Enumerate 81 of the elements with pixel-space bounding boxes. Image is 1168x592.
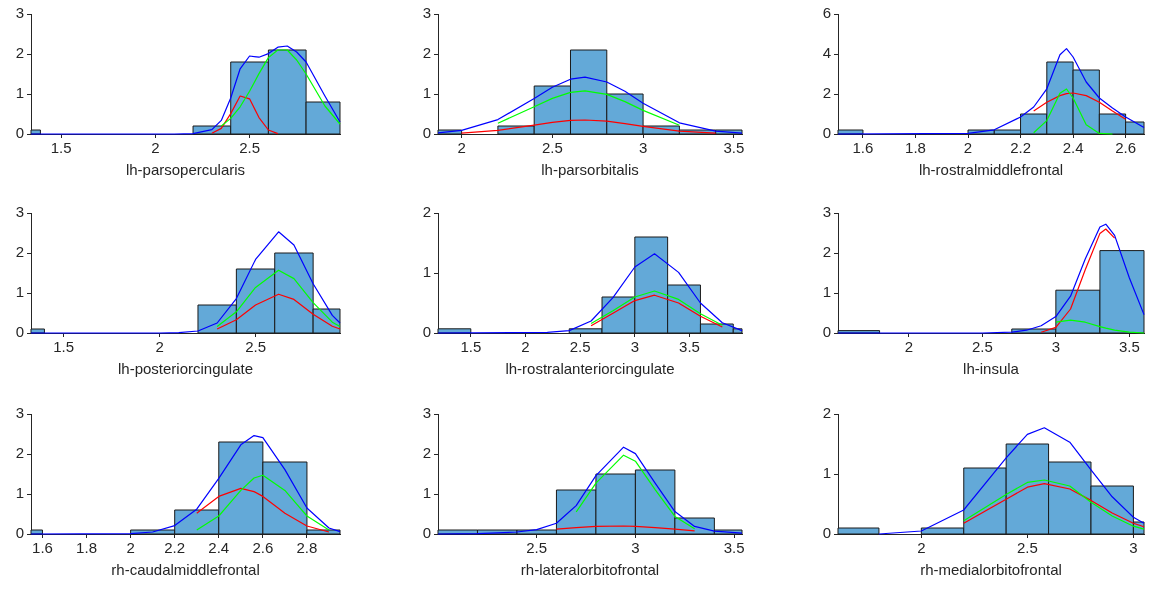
y-tick-label: 1	[15, 484, 24, 502]
x-tick-label: 2.8	[296, 539, 318, 557]
y-tick-label: 1	[422, 263, 431, 281]
x-tick-label: 2.2	[164, 539, 186, 557]
x-tick-label: 1.5	[460, 338, 482, 356]
x-tick-label: 2.5	[569, 338, 591, 356]
x-tick-label: 1.8	[905, 139, 926, 157]
x-tick-label: 2	[457, 139, 466, 157]
y-tick-label: 2	[15, 444, 24, 462]
x-tick-label: 2.6	[252, 539, 274, 557]
x-tick-label: 2	[904, 338, 914, 356]
y-tick-label: 3	[15, 404, 24, 422]
x-tick-label: 2	[963, 139, 973, 157]
y-tick-label: 3	[422, 4, 431, 22]
x-tick-label: 2.4	[208, 539, 230, 557]
y-tick-label: 1	[15, 283, 24, 301]
y-tick-label: 0	[822, 524, 831, 542]
y-tick-label: 3	[15, 203, 24, 221]
y-tick-label: 2	[422, 44, 431, 62]
y-tick-label: 0	[422, 524, 431, 542]
y-tick-label: 3	[422, 404, 431, 422]
x-tick-label: 2.5	[1016, 539, 1038, 557]
y-tick-label: 0	[422, 124, 431, 142]
x-tick-label: 3	[1051, 338, 1061, 356]
x-tick-label: 2.5	[526, 539, 548, 557]
x-tick-label: 2.5	[245, 338, 266, 356]
x-axis-title: lh-rostralanteriorcingulate	[505, 360, 675, 378]
y-tick-label: 2	[15, 44, 24, 62]
y-tick-label: 0	[422, 323, 431, 341]
y-tick-label: 3	[822, 203, 831, 221]
y-tick-label: 0	[15, 323, 24, 341]
y-tick-label: 2	[822, 243, 831, 261]
x-axis-title: lh-parsopercularis	[125, 161, 246, 179]
x-tick-label: 3	[631, 539, 640, 557]
x-tick-label: 1.8	[76, 539, 97, 557]
x-tick-label: 2.5	[239, 139, 260, 157]
y-tick-label: 0	[822, 323, 831, 341]
y-tick-label: 2	[822, 404, 831, 422]
y-tick-label: 2	[822, 84, 831, 102]
y-tick-label: 0	[822, 124, 831, 142]
x-tick-label: 3.5	[723, 139, 745, 157]
y-tick-label: 0	[15, 124, 24, 142]
x-tick-label: 2	[155, 338, 164, 356]
x-tick-label: 2	[151, 139, 160, 157]
y-tick-label: 1	[422, 84, 431, 102]
x-axis-title: lh-insula	[963, 360, 1020, 378]
y-tick-label: 1	[15, 84, 24, 102]
x-tick-label: 2.4	[1062, 139, 1084, 157]
x-axis-title: lh-posteriorcingulate	[117, 360, 254, 378]
x-axis-title: rh-caudalmiddlefrontal	[111, 561, 260, 579]
y-tick-label: 1	[822, 283, 831, 301]
y-tick-label: 4	[822, 44, 831, 62]
x-tick-label: 1.5	[50, 139, 72, 157]
y-tick-label: 2	[422, 444, 431, 462]
y-tick-label: 2	[422, 203, 431, 221]
x-axis-title: lh-rostralmiddlefrontal	[918, 161, 1064, 179]
x-tick-label: 2.5	[541, 139, 563, 157]
y-tick-label: 1	[822, 464, 831, 482]
x-tick-label: 3.5	[1118, 338, 1140, 356]
x-tick-label: 3	[638, 139, 648, 157]
y-tick-label: 0	[15, 524, 24, 542]
x-tick-label: 1.6	[32, 539, 53, 557]
x-axis-title: rh-medialorbitofrontal	[920, 561, 1062, 579]
x-tick-label: 2	[917, 539, 926, 557]
y-tick-label: 3	[15, 4, 24, 22]
x-tick-label: 2.2	[1010, 139, 1031, 157]
x-axis-title: rh-lateralorbitofrontal	[520, 561, 660, 579]
x-tick-label: 2	[521, 338, 530, 356]
x-tick-label: 1.6	[852, 139, 874, 157]
x-tick-label: 2.5	[971, 338, 993, 356]
x-tick-label: 3.5	[723, 539, 745, 557]
y-tick-label: 1	[422, 484, 431, 502]
x-axis-title: lh-parsorbitalis	[541, 161, 639, 179]
x-tick-label: 3	[630, 338, 640, 356]
x-tick-label: 3.5	[679, 338, 700, 356]
x-tick-label: 3	[1129, 539, 1138, 557]
x-tick-label: 2.6	[1115, 139, 1137, 157]
x-tick-label: 2	[126, 539, 135, 557]
x-tick-label: 1.5	[53, 338, 75, 356]
y-tick-label: 6	[822, 4, 831, 22]
y-tick-label: 2	[15, 243, 24, 261]
